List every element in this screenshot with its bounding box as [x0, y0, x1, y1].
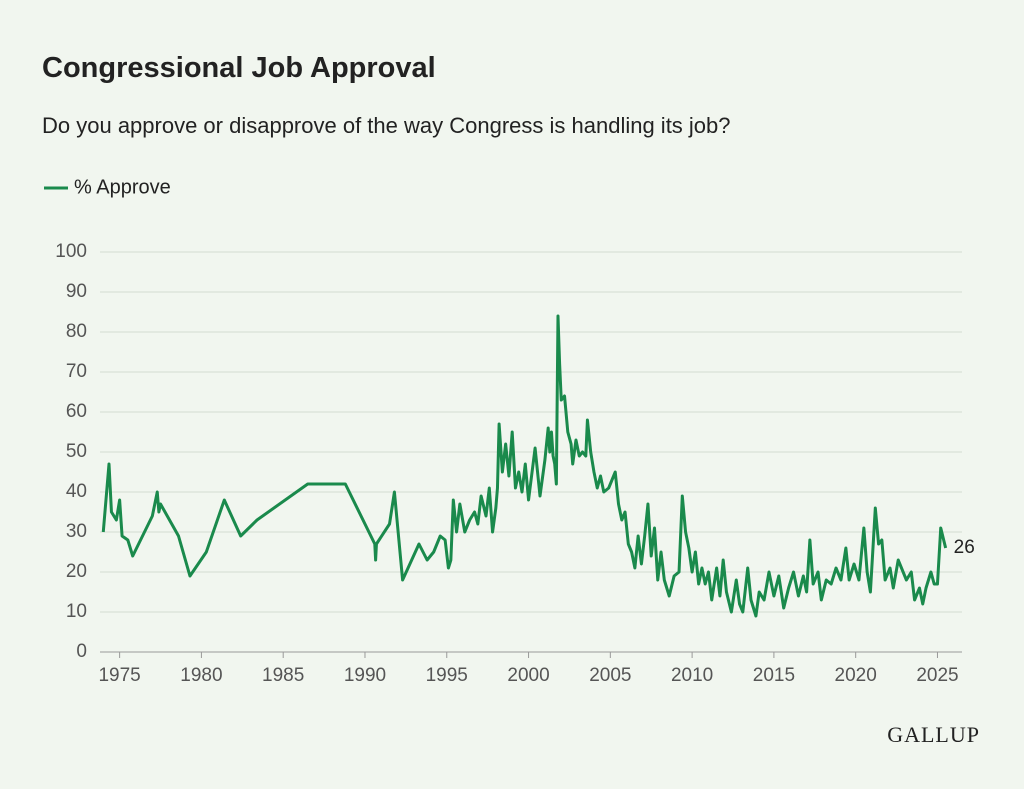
x-tick-label: 2025 [916, 665, 958, 686]
x-tick-label: 2005 [589, 665, 631, 686]
x-tick-label: 1980 [180, 665, 222, 686]
y-tick-label: 20 [66, 561, 87, 582]
x-tick-label: 1990 [344, 665, 386, 686]
logo: GALLUP [887, 722, 980, 747]
y-tick-label: 10 [66, 601, 87, 622]
x-tick-label: 2015 [753, 665, 795, 686]
y-tick-label: 100 [55, 241, 87, 262]
x-tick-label: 1975 [98, 665, 140, 686]
data-line [101, 314, 948, 618]
x-tick-label: 1995 [426, 665, 468, 686]
x-tick-label: 2010 [671, 665, 713, 686]
x-tick-label: 2000 [507, 665, 549, 686]
chart-title: Congressional Job Approval [42, 52, 436, 84]
y-tick-label: 30 [66, 521, 87, 542]
x-tick-label: 2020 [835, 665, 877, 686]
legend-label: % Approve [74, 176, 171, 198]
y-tick-label: 50 [66, 441, 87, 462]
data-label: 26 [954, 537, 975, 558]
chart-subtitle: Do you approve or disapprove of the way … [42, 113, 731, 138]
y-tick-label: 0 [76, 641, 87, 662]
x-tick-label: 1985 [262, 665, 304, 686]
y-tick-label: 40 [66, 481, 87, 502]
y-tick-label: 90 [66, 281, 87, 302]
y-tick-label: 80 [66, 321, 87, 342]
y-tick-label: 60 [66, 401, 87, 422]
y-tick-label: 70 [66, 361, 87, 382]
